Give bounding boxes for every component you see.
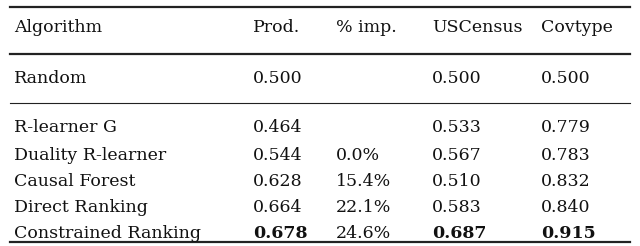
Text: 0.687: 0.687	[432, 225, 486, 242]
Text: Duality R-learner: Duality R-learner	[14, 147, 166, 164]
Text: 0.915: 0.915	[541, 225, 596, 242]
Text: Causal Forest: Causal Forest	[14, 173, 136, 190]
Text: 0.567: 0.567	[432, 147, 482, 164]
Text: Prod.: Prod.	[253, 19, 300, 36]
Text: 0.544: 0.544	[253, 147, 303, 164]
Text: 0.832: 0.832	[541, 173, 591, 190]
Text: 0.500: 0.500	[541, 70, 591, 87]
Text: 0.664: 0.664	[253, 200, 302, 216]
Text: Direct Ranking: Direct Ranking	[14, 200, 148, 216]
Text: Constrained Ranking: Constrained Ranking	[14, 225, 201, 242]
Text: 0.500: 0.500	[432, 70, 482, 87]
Text: 0.783: 0.783	[541, 147, 591, 164]
Text: 15.4%: 15.4%	[336, 173, 391, 190]
Text: 24.6%: 24.6%	[336, 225, 391, 242]
Text: 22.1%: 22.1%	[336, 200, 392, 216]
Text: 0.583: 0.583	[432, 200, 482, 216]
Text: 0.840: 0.840	[541, 200, 590, 216]
Text: 0.628: 0.628	[253, 173, 303, 190]
Text: 0.500: 0.500	[253, 70, 303, 87]
Text: Covtype: Covtype	[541, 19, 612, 36]
Text: USCensus: USCensus	[432, 19, 522, 36]
Text: Random: Random	[14, 70, 88, 87]
Text: 0.464: 0.464	[253, 120, 302, 137]
Text: 0.779: 0.779	[541, 120, 591, 137]
Text: 0.0%: 0.0%	[336, 147, 380, 164]
Text: R-learner G: R-learner G	[14, 120, 117, 137]
Text: 0.510: 0.510	[432, 173, 482, 190]
Text: 0.678: 0.678	[253, 225, 307, 242]
Text: 0.533: 0.533	[432, 120, 482, 137]
Text: Algorithm: Algorithm	[14, 19, 102, 36]
Text: % imp.: % imp.	[336, 19, 397, 36]
